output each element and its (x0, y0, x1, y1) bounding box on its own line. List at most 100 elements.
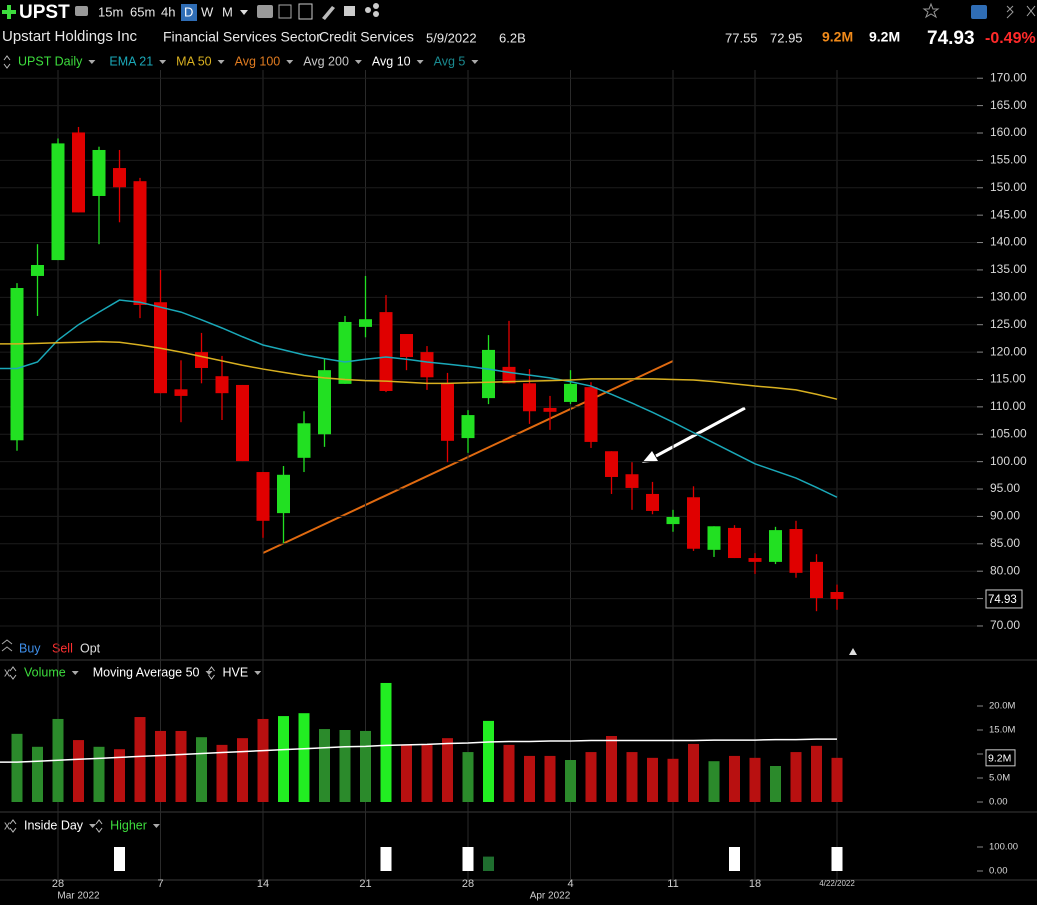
bar (175, 730, 187, 802)
legend-entry[interactable]: HVE (223, 665, 249, 679)
toolbar-icon[interactable] (373, 11, 379, 17)
sort-icon (9, 819, 17, 833)
timeframe[interactable]: D (184, 4, 193, 19)
y-tick-label: 15.0M (989, 725, 1015, 736)
sort-icon (3, 55, 11, 69)
timeframe[interactable]: M (222, 4, 233, 19)
panel-close[interactable]: x (4, 818, 11, 832)
x-tick-label: 4 (567, 878, 573, 890)
timeframe[interactable]: 4h (161, 4, 175, 19)
toolbar-icon[interactable] (257, 5, 273, 18)
toolbar-icon[interactable] (344, 6, 355, 16)
candle-body (707, 526, 721, 550)
sort-icon (208, 666, 215, 680)
arrow-annotation[interactable] (655, 406, 746, 458)
bar (421, 744, 433, 802)
buy-sell-icon (1, 639, 13, 652)
bar (606, 736, 617, 802)
legend-entry[interactable]: Higher (110, 818, 147, 832)
dropdown-icon[interactable] (159, 60, 167, 64)
bar (278, 716, 289, 802)
sell-button[interactable]: Sell (52, 641, 73, 655)
star-icon[interactable] (922, 2, 940, 19)
candle-body (482, 349, 495, 399)
bar (93, 746, 105, 802)
panel-close[interactable]: x (4, 665, 11, 679)
y-tick-label: 85.00 (990, 536, 1020, 550)
timeframe[interactable]: 15m (98, 4, 123, 19)
y-tick-label: 0.00 (989, 866, 1008, 877)
dropdown-icon[interactable] (354, 60, 362, 64)
industry: Credit Services (319, 29, 414, 45)
timeframe[interactable]: 65m (130, 4, 155, 19)
candle-body (215, 376, 229, 394)
legend-entry[interactable]: MA 50 (176, 54, 211, 68)
toolbar-icon[interactable] (75, 6, 88, 16)
legend-entry[interactable]: Avg 100 (235, 54, 281, 68)
y-tick-label: 115.00 (990, 372, 1026, 386)
candle-body (646, 493, 659, 511)
buy-button[interactable]: Buy (19, 641, 41, 655)
y-tick-label: 110.00 (990, 399, 1026, 413)
candle-body (810, 561, 823, 599)
dropdown-icon[interactable] (88, 60, 96, 64)
dropdown-icon[interactable] (71, 671, 79, 675)
scroll-marker[interactable] (849, 648, 857, 655)
legend-entry[interactable]: UPST Daily (18, 54, 83, 68)
x-tick-label: 11 (667, 878, 678, 890)
timeframe[interactable]: W (201, 4, 214, 19)
dropdown-icon[interactable] (286, 60, 294, 64)
y-tick-label: 155.00 (990, 153, 1027, 167)
legend-entry[interactable]: EMA 21 (109, 54, 153, 68)
options-button[interactable]: Opt (80, 641, 101, 655)
dropdown-icon[interactable] (205, 671, 213, 675)
toolbar-icon[interactable] (971, 5, 987, 19)
candle-body (687, 497, 700, 549)
avg-volume: 9.2M (822, 29, 853, 45)
toolbar-icon[interactable] (1006, 5, 1014, 19)
bar (360, 730, 371, 802)
toolbar-icon[interactable] (278, 4, 292, 19)
legend-entry[interactable]: Avg 200 (303, 54, 349, 68)
dropdown-icon[interactable] (89, 824, 97, 828)
bar (831, 847, 843, 871)
bar (114, 847, 125, 871)
bar (155, 730, 166, 802)
legend-entry[interactable]: Avg 10 (372, 54, 411, 68)
sort-icon (95, 819, 103, 833)
bar (401, 744, 412, 802)
last-volume-box (985, 749, 1016, 767)
symbol[interactable]: UPST (19, 2, 70, 23)
candle-body (51, 143, 65, 261)
dropdown-icon[interactable] (471, 60, 479, 64)
toolbar-icon[interactable] (298, 3, 313, 20)
bar (298, 713, 310, 802)
bar (770, 766, 781, 802)
add-icon[interactable] (2, 5, 16, 19)
candle-body (728, 527, 741, 559)
toolbar-icon[interactable] (373, 3, 379, 9)
legend-entry[interactable]: Moving Average 50 (93, 665, 200, 679)
dropdown-icon[interactable] (152, 824, 160, 828)
indicator-line (0, 340, 838, 400)
dropdown-icon[interactable] (240, 10, 248, 15)
legend-entry[interactable]: Inside Day (24, 818, 84, 832)
y-tick-label: 165.00 (990, 98, 1027, 112)
legend-entry[interactable]: Volume (24, 665, 66, 679)
legend-entry[interactable]: Avg 5 (434, 54, 466, 68)
bar (811, 745, 822, 802)
y-tick-label: 120.00 (990, 344, 1027, 358)
toolbar-icon[interactable] (322, 6, 335, 20)
y-tick-label: 150.00 (990, 180, 1027, 194)
last-price-label: 74.93 (988, 594, 1017, 606)
indicator-line (0, 738, 837, 763)
dropdown-icon[interactable] (416, 60, 424, 64)
dropdown-icon[interactable] (254, 671, 262, 675)
bar (729, 755, 740, 802)
toolbar-icon[interactable] (365, 7, 371, 13)
bar (729, 847, 740, 871)
close-icon[interactable] (1026, 5, 1036, 17)
x-tick-label: 21 (359, 878, 371, 890)
candle-body (666, 516, 680, 525)
dropdown-icon[interactable] (217, 60, 225, 64)
